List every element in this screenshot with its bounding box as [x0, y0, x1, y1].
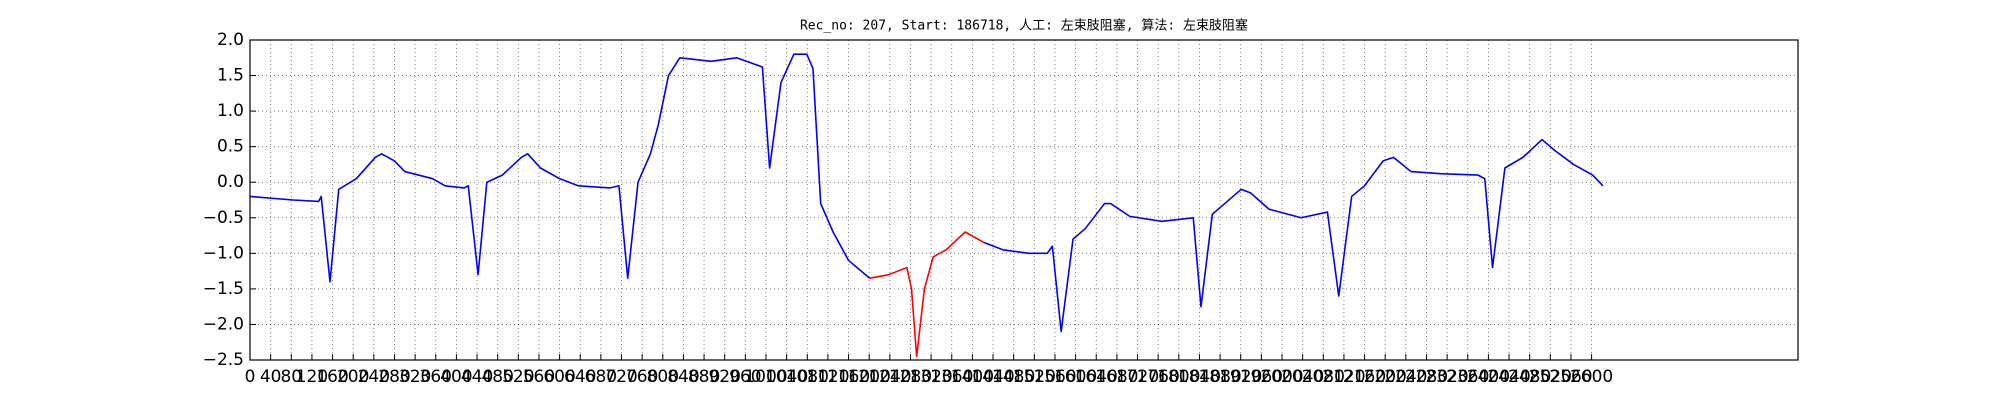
x-tick-label: 0 [245, 367, 256, 387]
x-tick-label: 2240 [1384, 367, 1427, 387]
x-tick-label: 2080 [1302, 367, 1345, 387]
x-tick-label: 2600 [1570, 367, 1613, 387]
x-tick-label: 1160 [827, 367, 870, 387]
y-tick-label: −2.5 [203, 350, 244, 370]
x-tick-label: 800 [647, 367, 679, 387]
x-tick-label: 280 [378, 367, 410, 387]
x-tick-label: 1720 [1116, 367, 1159, 387]
x-tick-label: 2160 [1343, 367, 1386, 387]
x-tick-label: 1240 [868, 367, 911, 387]
y-tick-label: 0.0 [217, 172, 244, 192]
x-tick-label: 480 [481, 367, 513, 387]
x-tick-label: 400 [440, 367, 472, 387]
x-tick-label: 2360 [1446, 367, 1489, 387]
x-tick-label: 600 [543, 367, 575, 387]
x-tick-label: 2400 [1467, 367, 1510, 387]
y-tick-label: −2.0 [203, 314, 244, 334]
y-tick-label: 0.5 [217, 137, 244, 157]
x-tick-label: 2280 [1405, 367, 1448, 387]
x-tick-label: 2120 [1322, 367, 1365, 387]
x-tick-label: 920 [708, 367, 740, 387]
x-tick-label: 1120 [806, 367, 849, 387]
x-tick-label: 560 [523, 367, 555, 387]
x-tick-label: 1320 [909, 367, 952, 387]
y-tick-label: −1.5 [203, 279, 244, 299]
x-tick-label: 1080 [786, 367, 829, 387]
x-tick-label: 1840 [1178, 367, 1221, 387]
x-tick-label: 1800 [1157, 367, 1200, 387]
x-tick-label: 200 [337, 367, 369, 387]
y-tick-label: −0.5 [203, 208, 244, 228]
y-tick-label: 1.0 [217, 101, 244, 121]
x-tick-label: 440 [461, 367, 493, 387]
x-tick-label: 1600 [1054, 367, 1097, 387]
x-tick-label: 1280 [889, 367, 932, 387]
x-tick-label: 320 [399, 367, 431, 387]
x-tick-label: 1360 [930, 367, 973, 387]
x-tick-label: 160 [316, 367, 348, 387]
x-tick-label: 1880 [1198, 367, 1241, 387]
x-tick-label: 1400 [951, 367, 994, 387]
x-tick-label: 120 [296, 367, 328, 387]
x-tick-label: 640 [564, 367, 596, 387]
x-tick-label: 1680 [1095, 367, 1138, 387]
x-tick-label: 2320 [1425, 367, 1468, 387]
x-tick-label: 840 [667, 367, 699, 387]
x-tick-label: 80 [280, 367, 302, 387]
x-tick-label: 2200 [1364, 367, 1407, 387]
x-tick-label: 2040 [1281, 367, 1324, 387]
x-tick-label: 2440 [1487, 367, 1530, 387]
x-tick-label: 1040 [765, 367, 808, 387]
x-tick-label: 960 [729, 367, 761, 387]
ecg-line [869, 231, 985, 358]
x-tick-label: 1760 [1137, 367, 1180, 387]
x-tick-label: 1920 [1219, 367, 1262, 387]
x-tick-label: 680 [585, 367, 617, 387]
x-tick-label: 1200 [848, 367, 891, 387]
x-tick-label: 1960 [1240, 367, 1283, 387]
plot-frame [249, 39, 1799, 361]
x-tick-label: 520 [502, 367, 534, 387]
x-tick-label: 760 [626, 367, 658, 387]
x-tick-label: 1560 [1033, 367, 1076, 387]
y-tick-label: 1.5 [217, 66, 244, 86]
x-tick-label: 360 [420, 367, 452, 387]
x-tick-label: 240 [358, 367, 390, 387]
x-tick-label: 1440 [971, 367, 1014, 387]
x-tick-label: 1520 [1013, 367, 1056, 387]
x-tick-label: 720 [605, 367, 637, 387]
y-tick-label: 2.0 [217, 30, 244, 50]
x-tick-label: 2480 [1508, 367, 1551, 387]
x-tick-label: 1000 [744, 367, 787, 387]
x-tick-label: 1480 [992, 367, 1035, 387]
x-tick-label: 2000 [1260, 367, 1303, 387]
x-tick-label: 2560 [1549, 367, 1592, 387]
x-tick-label: 2520 [1529, 367, 1572, 387]
ecg-line [249, 53, 1604, 333]
chart-title: Rec_no: 207, Start: 186718, 人工: 左束肢阻塞, 算… [800, 18, 1248, 34]
x-tick-label: 40 [260, 367, 282, 387]
x-tick-label: 880 [688, 367, 720, 387]
x-tick-label: 1640 [1075, 367, 1118, 387]
y-tick-label: −1.0 [203, 243, 244, 263]
